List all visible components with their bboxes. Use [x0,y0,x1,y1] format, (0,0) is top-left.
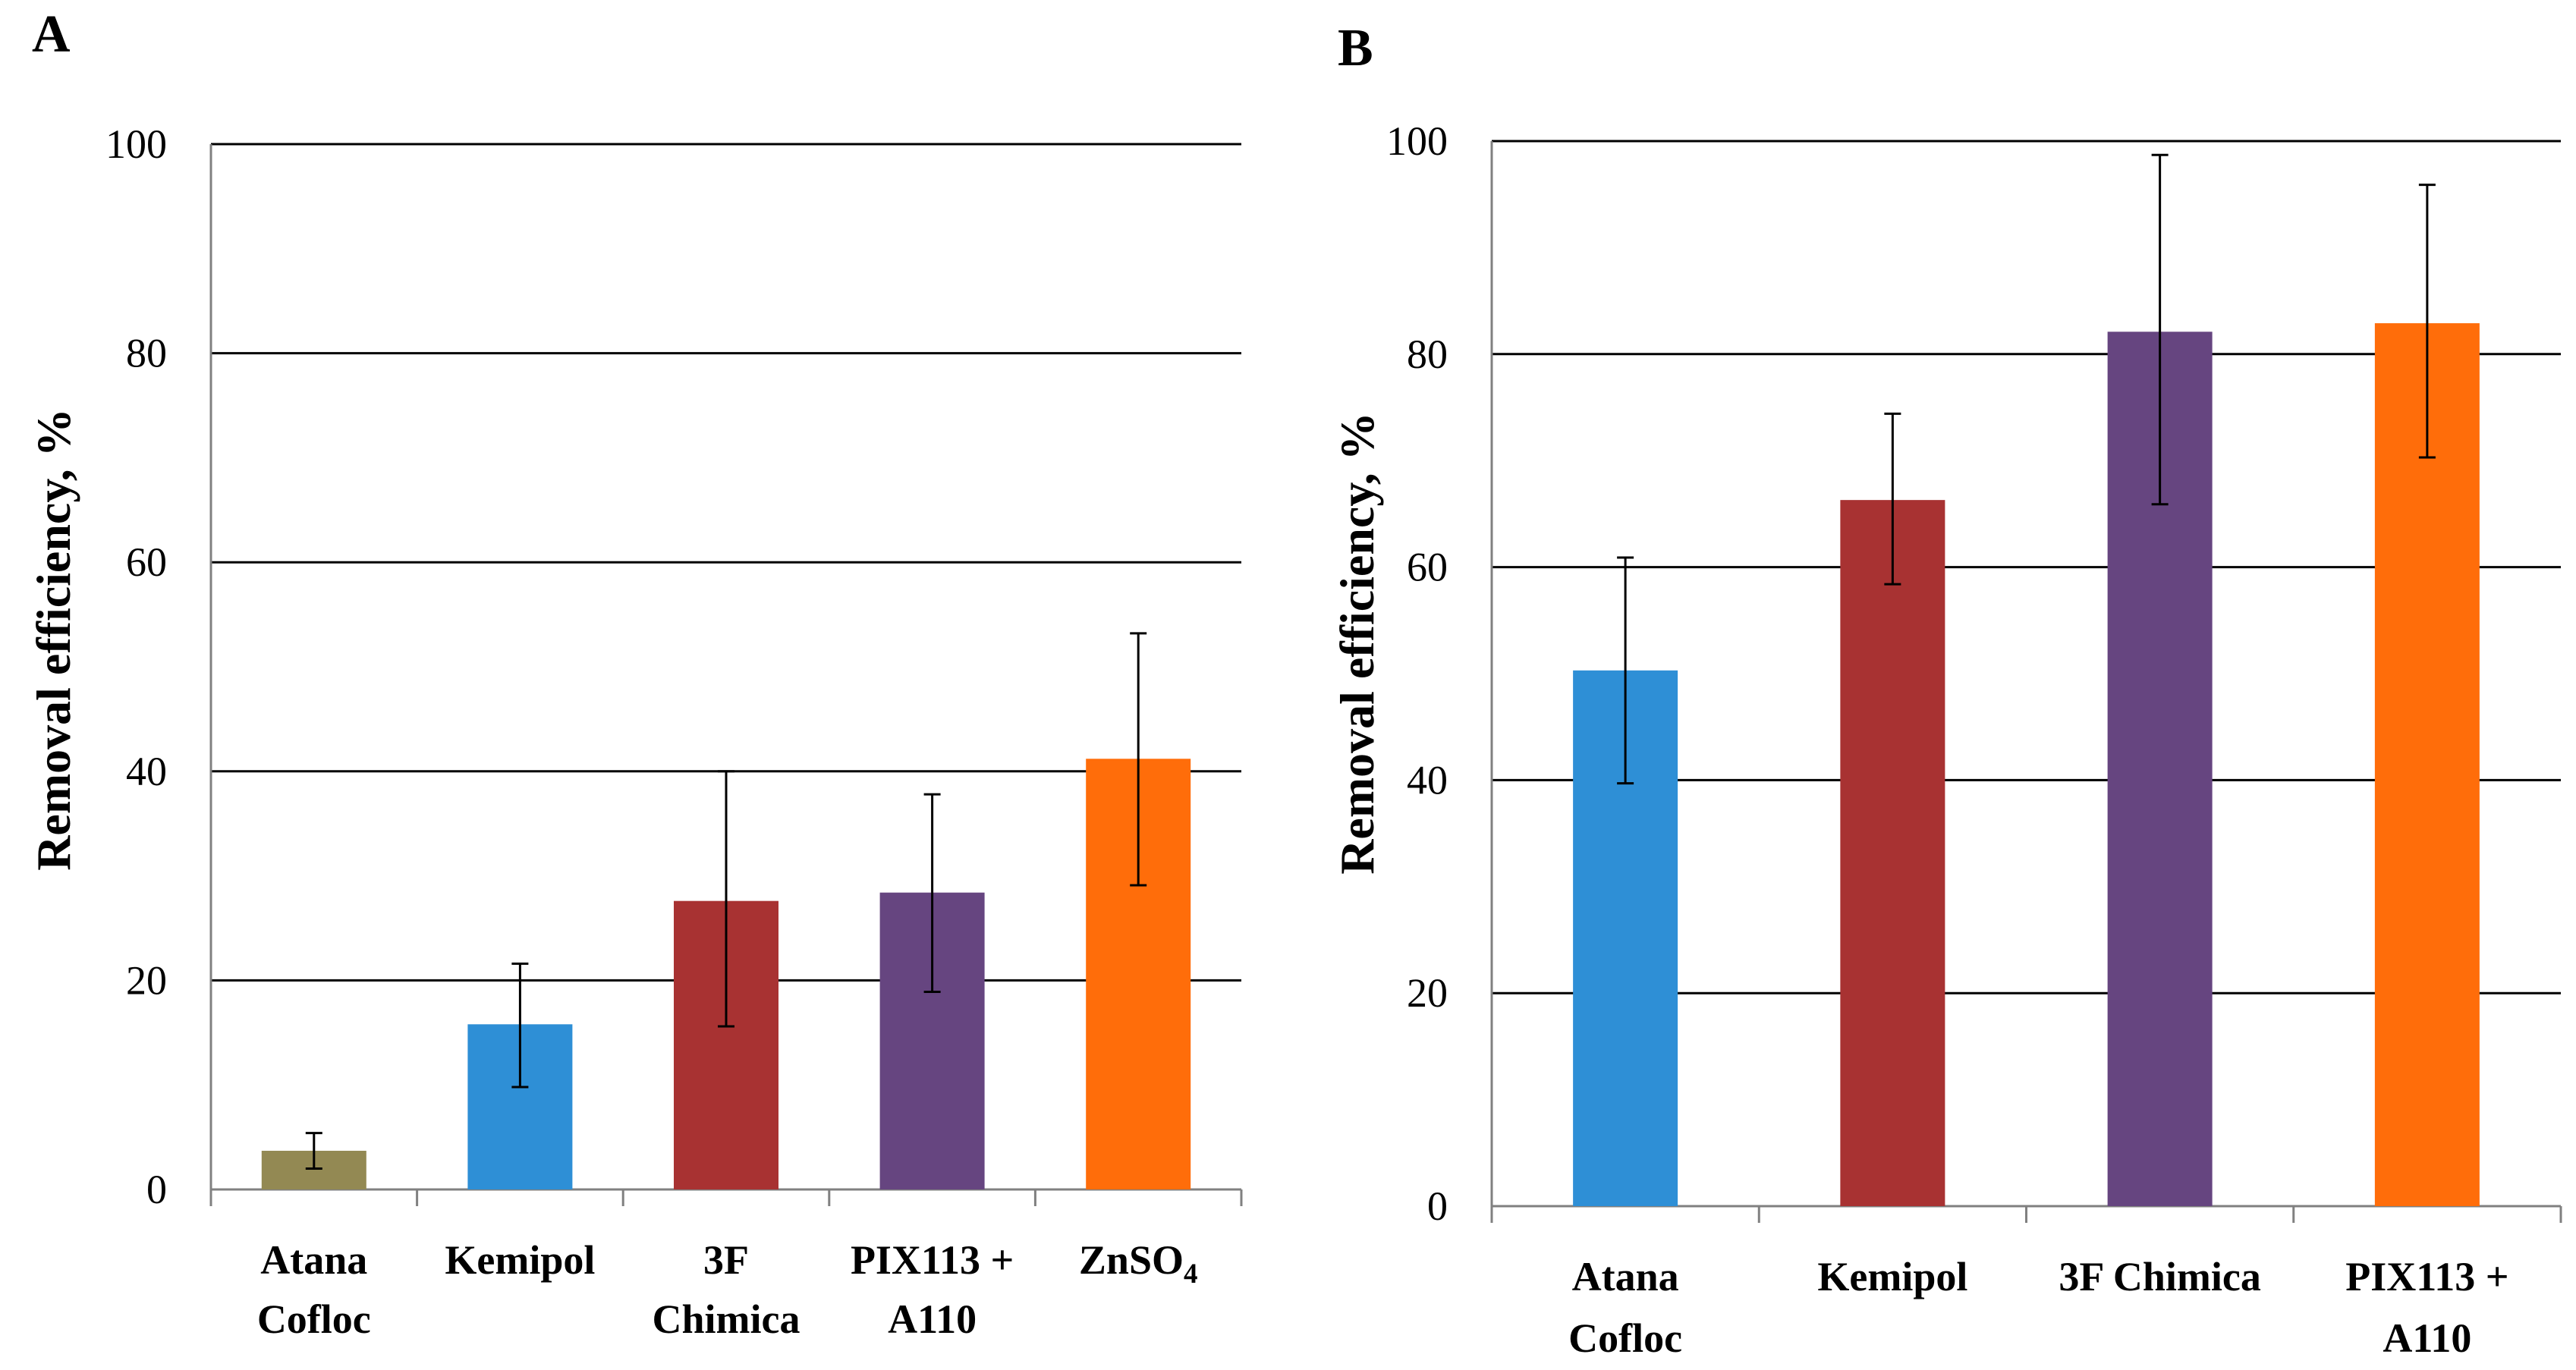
panel-a-error-bar-4 [923,793,941,994]
panel-a-error-bar-1 [305,1132,322,1170]
panel-b-bar-2 [1840,500,1945,1206]
panel-a-category-label-5: ZnSO4 [1079,1237,1198,1290]
panel-a-category-label-3: 3F Chimica [653,1237,800,1342]
panel-b-label: B [1338,19,1373,77]
panel-b-category-label-3: 3F Chimica [2059,1254,2260,1299]
panel-b-category-label-1: Atana Cofloc [1568,1254,1682,1361]
panel-b-y-axis-label: Removal efficiency, % [1330,412,1384,875]
panel-a: A Removal efficiency, % 0 20 40 60 80 100 Atan… [27,5,1243,1342]
panel-b-category-label-4: PIX113 + A110 [2345,1254,2508,1361]
panel-a-category-label-2: Kemipol [445,1237,595,1283]
panel-a-category-label-4: PIX113 + A110 [851,1237,1014,1342]
panel-a-error-bar-3 [718,770,734,1028]
panel-b-bar-4 [2374,323,2480,1207]
panel-b-y-tick-label: 60 [1407,545,1448,590]
panel-b-y-tick-label: 100 [1386,118,1448,164]
panel-b-y-tick-label: 80 [1407,332,1448,377]
panel-b-y-tick-label: 0 [1427,1183,1448,1229]
panel-a-y-tick-label: 80 [126,331,167,376]
panel-a-y-tick-label: 0 [146,1167,167,1212]
panel-a-y-axis-label: Removal efficiency, % [27,408,80,871]
panel-a-y-tick-label: 60 [126,539,167,585]
panel-a-category-label-1: Atana Cofloc [257,1237,371,1342]
panel-a-y-tick-label: 40 [126,749,167,794]
panel-a-label: A [32,5,71,64]
panel-b: B Removal efficiency, % 0 20 40 60 80 100 Atan… [1330,19,2562,1361]
panel-b-category-label-2: Kemipol [1817,1254,1967,1299]
panel-b-error-bar-1 [1617,556,1634,785]
panel-b-y-tick-label: 20 [1407,970,1448,1016]
panel-b-error-bar-2 [1884,412,1901,586]
panel-a-y-tick-label: 100 [105,121,167,167]
panel-b-error-bar-4 [2418,184,2436,459]
panel-a-y-tick-label: 20 [126,957,167,1003]
panel-a-error-bar-5 [1130,632,1147,887]
panel-b-y-tick-label: 40 [1407,757,1448,803]
panel-b-error-bar-3 [2151,153,2169,506]
panel-a-error-bar-2 [511,962,529,1089]
